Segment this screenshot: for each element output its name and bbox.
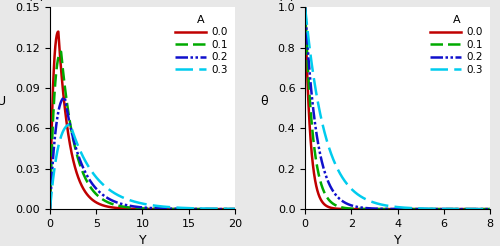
0.3 <box>487 208 493 211</box>
0.2 <box>47 208 53 211</box>
0.3 <box>464 208 469 211</box>
0.2 <box>334 195 340 198</box>
0.0 <box>68 149 74 152</box>
0.3 <box>323 137 329 140</box>
0.0 <box>47 208 53 211</box>
0.2 <box>208 208 214 211</box>
0.0 <box>56 30 62 33</box>
0.2 <box>232 208 238 211</box>
0.1 <box>487 208 493 211</box>
0.2 <box>373 207 379 210</box>
0.1 <box>232 208 238 211</box>
0.3 <box>484 208 490 211</box>
0.3 <box>381 204 387 207</box>
0.0 <box>228 208 234 211</box>
0.3 <box>68 125 74 128</box>
Line: 0.0: 0.0 <box>305 7 490 209</box>
0.1 <box>484 208 490 211</box>
0.3 <box>79 154 85 156</box>
0.0 <box>373 208 379 211</box>
0.2 <box>228 208 234 211</box>
Text: (a): (a) <box>28 0 46 3</box>
0.1 <box>228 208 234 211</box>
0.0 <box>464 208 469 211</box>
Y-axis label: θ: θ <box>260 95 268 108</box>
0.2 <box>381 207 387 210</box>
0.1 <box>79 169 85 172</box>
0.1 <box>381 208 387 211</box>
0.3 <box>373 202 379 205</box>
0.1 <box>47 208 53 211</box>
0.1 <box>323 195 329 198</box>
0.0 <box>323 204 329 207</box>
0.1 <box>58 50 64 53</box>
0.2 <box>323 175 329 178</box>
Y-axis label: U: U <box>0 95 6 108</box>
0.1 <box>373 208 379 211</box>
0.0 <box>381 208 387 211</box>
Text: (b): (b) <box>278 0 295 3</box>
0.1 <box>118 205 124 208</box>
Line: 0.0: 0.0 <box>50 31 235 209</box>
0.3 <box>302 6 308 9</box>
Line: 0.1: 0.1 <box>305 7 490 209</box>
X-axis label: Y: Y <box>394 234 402 246</box>
0.0 <box>232 208 238 211</box>
0.3 <box>208 207 214 210</box>
Line: 0.3: 0.3 <box>305 7 490 209</box>
0.3 <box>228 207 234 210</box>
0.2 <box>487 208 493 211</box>
X-axis label: Y: Y <box>138 234 146 246</box>
0.2 <box>68 128 74 131</box>
0.3 <box>126 199 132 201</box>
0.3 <box>68 123 73 126</box>
0.3 <box>118 195 124 198</box>
0.3 <box>47 208 53 211</box>
0.1 <box>334 204 340 207</box>
0.1 <box>68 127 74 130</box>
0.0 <box>487 208 493 211</box>
0.3 <box>334 167 340 170</box>
0.2 <box>118 202 124 205</box>
0.2 <box>62 96 68 99</box>
0.3 <box>232 207 238 210</box>
0.0 <box>126 207 132 210</box>
0.2 <box>79 164 85 167</box>
0.1 <box>126 206 132 209</box>
0.1 <box>302 6 308 9</box>
Legend: 0.0, 0.1, 0.2, 0.3: 0.0, 0.1, 0.2, 0.3 <box>172 13 230 77</box>
0.0 <box>302 6 308 9</box>
0.2 <box>126 204 132 207</box>
0.0 <box>208 208 214 211</box>
Line: 0.1: 0.1 <box>50 52 235 209</box>
0.0 <box>334 207 340 210</box>
0.2 <box>464 208 469 211</box>
0.0 <box>118 207 124 210</box>
0.1 <box>464 208 469 211</box>
Line: 0.3: 0.3 <box>50 124 235 209</box>
Line: 0.2: 0.2 <box>305 7 490 209</box>
0.0 <box>79 185 85 188</box>
Line: 0.2: 0.2 <box>50 97 235 209</box>
0.2 <box>484 208 490 211</box>
0.1 <box>208 208 214 211</box>
0.2 <box>302 6 308 9</box>
0.0 <box>484 208 490 211</box>
Legend: 0.0, 0.1, 0.2, 0.3: 0.0, 0.1, 0.2, 0.3 <box>428 13 485 77</box>
